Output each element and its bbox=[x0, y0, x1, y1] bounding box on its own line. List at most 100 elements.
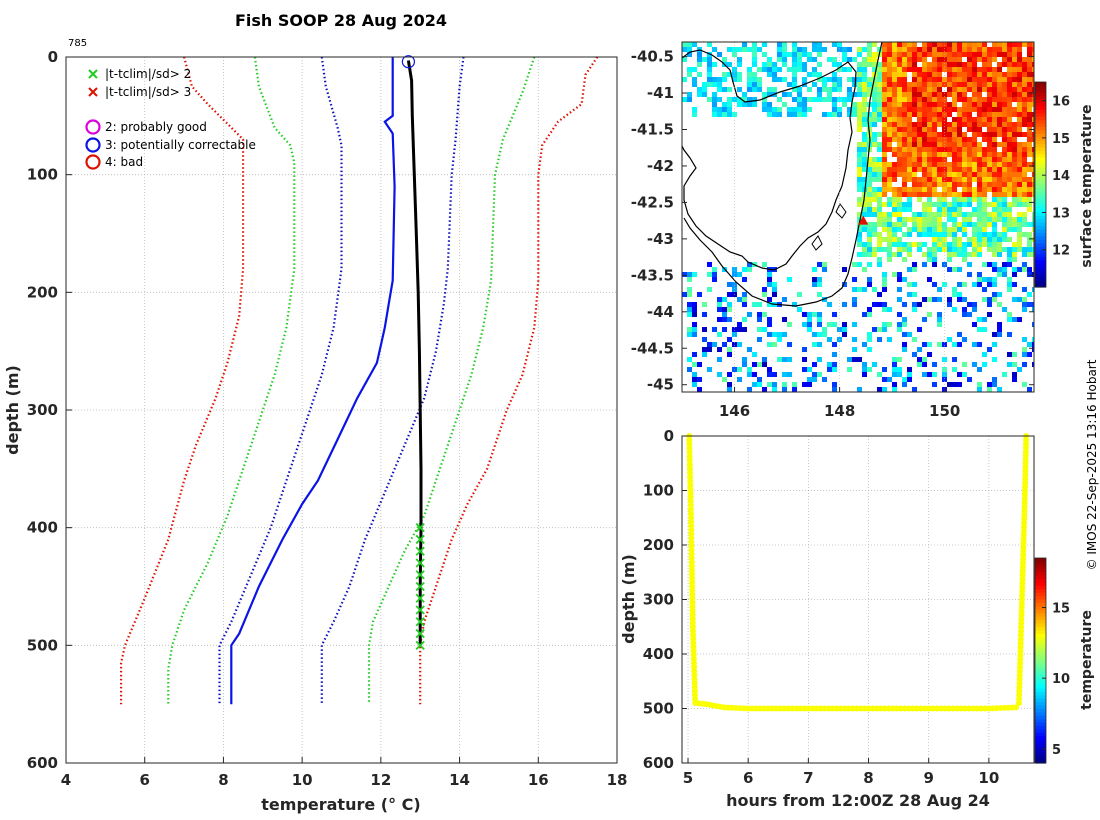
sst-pixel bbox=[932, 157, 937, 162]
sst-pixel bbox=[947, 267, 952, 272]
sst-pixel bbox=[952, 142, 957, 147]
sst-pixel bbox=[1032, 97, 1034, 102]
sst-pixel bbox=[942, 212, 947, 217]
sst-pixel bbox=[992, 277, 997, 282]
sst-pixel bbox=[897, 157, 902, 162]
sst-pixel bbox=[1002, 77, 1007, 82]
sst-pixel bbox=[887, 242, 892, 247]
sst-pixel bbox=[972, 147, 977, 152]
temperature-colorbar-band bbox=[1035, 561, 1046, 566]
sst-pixel bbox=[857, 112, 862, 117]
sst-pixel bbox=[902, 72, 907, 77]
sst-pixel bbox=[892, 127, 897, 132]
sst-pixel bbox=[792, 97, 797, 102]
sst-pixel bbox=[932, 382, 937, 387]
sst-pixel bbox=[1032, 172, 1034, 177]
sst-pixel bbox=[922, 57, 927, 62]
sst-colorbar-band bbox=[1035, 174, 1046, 179]
sst-pixel bbox=[947, 102, 952, 107]
sst-pixel bbox=[872, 67, 877, 72]
sst-pixel bbox=[917, 197, 922, 202]
sst-pixel bbox=[922, 362, 927, 367]
sst-pixel bbox=[922, 67, 927, 72]
sst-pixel bbox=[772, 107, 777, 112]
y-tick-label: 500 bbox=[27, 636, 58, 654]
sst-pixel bbox=[907, 242, 912, 247]
sst-pixel bbox=[997, 242, 1002, 247]
sst-pixel bbox=[687, 357, 692, 362]
sst-pixel bbox=[1007, 247, 1012, 252]
sst-pixel bbox=[737, 102, 742, 107]
sst-pixel bbox=[912, 72, 917, 77]
sst-pixel bbox=[692, 312, 697, 317]
sst-pixel bbox=[1027, 47, 1032, 52]
sst-pixel bbox=[812, 72, 817, 77]
sst-pixel bbox=[902, 167, 907, 172]
sst-pixel bbox=[747, 97, 752, 102]
sst-pixel bbox=[802, 112, 807, 117]
sst-pixel bbox=[882, 112, 887, 117]
sst-pixel bbox=[757, 77, 762, 82]
sst-pixel bbox=[807, 87, 812, 92]
sst-pixel bbox=[1027, 222, 1032, 227]
sst-pixel bbox=[922, 297, 927, 302]
map-y-tick-label: -42.5 bbox=[631, 193, 674, 211]
sst-pixel bbox=[687, 97, 692, 102]
sst-pixel bbox=[982, 277, 987, 282]
sst-pixel bbox=[1027, 102, 1032, 107]
sst-pixel bbox=[737, 62, 742, 67]
sst-pixel bbox=[682, 57, 687, 62]
sst-pixel bbox=[962, 222, 967, 227]
sst-pixel bbox=[687, 327, 692, 332]
sst-pixel bbox=[982, 42, 987, 47]
sst-pixel bbox=[747, 367, 752, 372]
sst-pixel bbox=[1002, 157, 1007, 162]
sst-pixel bbox=[992, 157, 997, 162]
sst-pixel bbox=[982, 192, 987, 197]
sst-pixel bbox=[752, 77, 757, 82]
sst-pixel bbox=[857, 122, 862, 127]
sst-pixel bbox=[752, 302, 757, 307]
sst-pixel bbox=[1022, 232, 1027, 237]
flag-2sd-marker bbox=[415, 640, 425, 650]
sst-pixel bbox=[712, 272, 717, 277]
sst-pixel bbox=[937, 107, 942, 112]
sst-pixel bbox=[922, 167, 927, 172]
sst-pixel bbox=[1007, 212, 1012, 217]
sst-pixel bbox=[822, 327, 827, 332]
sst-pixel bbox=[862, 102, 867, 107]
sst-pixel bbox=[1017, 77, 1022, 82]
sst-pixel bbox=[952, 232, 957, 237]
sst-pixel bbox=[957, 177, 962, 182]
sst-pixel bbox=[822, 47, 827, 52]
sst-pixel bbox=[1032, 217, 1034, 222]
sst-pixel bbox=[947, 122, 952, 127]
sst-pixel bbox=[997, 167, 1002, 172]
sst-pixel bbox=[887, 322, 892, 327]
sst-pixel bbox=[912, 302, 917, 307]
flag-2sd-stroke bbox=[415, 617, 425, 627]
sst-pixel bbox=[822, 82, 827, 87]
sst-pixel bbox=[1017, 47, 1022, 52]
sst-pixel bbox=[692, 332, 697, 337]
temperature-colorbar-band bbox=[1035, 677, 1046, 682]
sst-pixel bbox=[692, 322, 697, 327]
map-y-tick-label: -45 bbox=[647, 376, 674, 394]
sst-pixel bbox=[767, 62, 772, 67]
sst-pixel bbox=[1002, 232, 1007, 237]
sst-pixel bbox=[997, 302, 1002, 307]
sst-pixel bbox=[777, 77, 782, 82]
sst-pixel bbox=[1012, 187, 1017, 192]
sst-pixel bbox=[972, 362, 977, 367]
sst-pixel bbox=[707, 77, 712, 82]
sst-pixel bbox=[1002, 217, 1007, 222]
sst-pixel bbox=[727, 337, 732, 342]
sst-pixel bbox=[812, 377, 817, 382]
sst-pixel bbox=[872, 132, 877, 137]
sst-pixel bbox=[997, 272, 1002, 277]
sst-pixel bbox=[987, 122, 992, 127]
sst-pixel bbox=[987, 232, 992, 237]
sst-pixel bbox=[922, 242, 927, 247]
sst-pixel bbox=[862, 122, 867, 127]
sst-pixel bbox=[912, 337, 917, 342]
